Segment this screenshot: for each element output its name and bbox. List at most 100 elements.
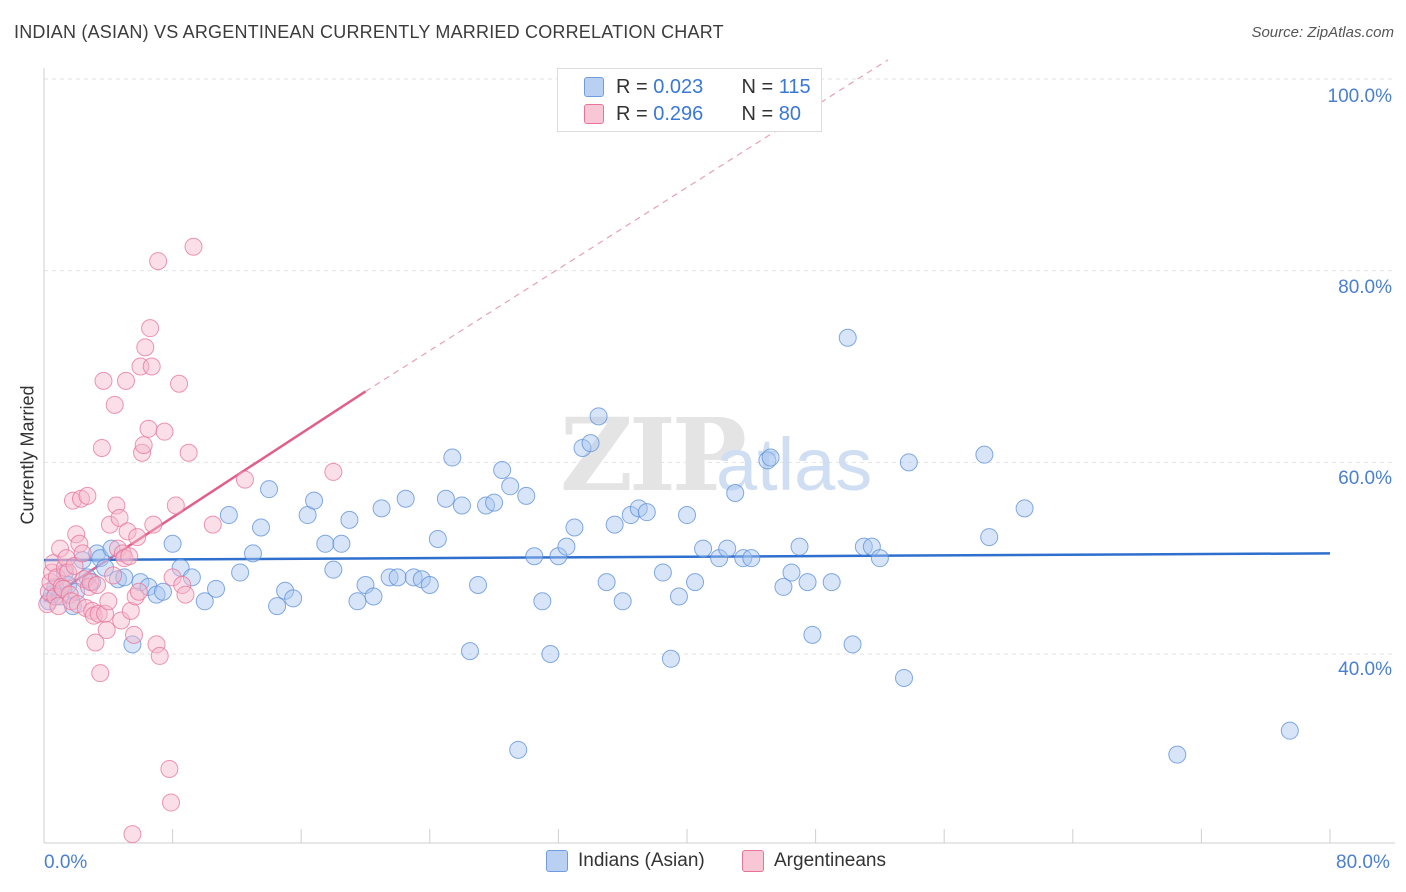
indians-point <box>533 592 552 611</box>
argentineans-point <box>125 625 144 644</box>
indians-point <box>493 461 512 479</box>
indians-point <box>975 445 994 464</box>
argentineans-point <box>105 395 124 414</box>
argentineans-point <box>155 422 174 441</box>
chart-title: INDIAN (ASIAN) VS ARGENTINEAN CURRENTLY … <box>14 22 724 42</box>
argentineans-point <box>163 568 182 587</box>
indians-point <box>102 539 121 558</box>
indians-point <box>589 407 608 426</box>
blue-swatch <box>546 850 568 872</box>
indians-point <box>443 448 462 467</box>
indians-point <box>396 489 415 508</box>
argentineans-point <box>70 534 89 553</box>
indians-point <box>509 740 528 759</box>
indians-point <box>243 544 262 563</box>
indians-point <box>761 448 780 467</box>
indians-point <box>428 530 447 548</box>
legend-item-argentineans[interactable]: Argentineans <box>742 850 886 872</box>
indians-point <box>726 484 745 502</box>
indians-point <box>195 592 214 611</box>
y-tick-40: 40.0% <box>1338 659 1392 680</box>
argentineans-point <box>173 576 192 594</box>
indians-point <box>581 434 600 453</box>
argentineans-point <box>110 508 129 527</box>
indians-point <box>78 568 97 587</box>
n-value: 115 <box>778 75 811 98</box>
indians-point <box>316 534 335 553</box>
argentineans-point <box>150 646 169 665</box>
argentineans-point <box>118 522 137 541</box>
indians-point <box>870 549 889 568</box>
r-label: R = <box>616 75 648 98</box>
x-tick-right: 80.0% <box>1336 852 1390 873</box>
indians-point <box>485 493 504 512</box>
argentineans-point <box>99 592 118 611</box>
indians-point <box>525 547 544 566</box>
indians-point <box>678 506 696 525</box>
indians-point <box>153 582 172 601</box>
argentineans-point <box>67 525 86 544</box>
blue-swatch <box>584 77 604 97</box>
indians-point <box>388 568 407 587</box>
indians-point <box>332 534 351 553</box>
indians-point <box>88 544 107 563</box>
argentineans-point <box>59 563 78 582</box>
argentineans-point <box>112 611 131 630</box>
indians-point <box>469 576 488 594</box>
argentineans-point <box>160 760 179 778</box>
argentineans-point <box>126 587 145 606</box>
indians-point <box>843 635 862 654</box>
indians-point <box>1168 745 1187 764</box>
indians-point <box>364 587 383 606</box>
argentineans-point <box>176 585 195 604</box>
indians-point <box>219 506 238 525</box>
argentineans-point <box>91 664 110 683</box>
indians-point <box>420 576 439 594</box>
argentineans-point <box>133 443 152 462</box>
n-label: N = <box>741 75 774 98</box>
indians-point <box>597 573 616 592</box>
argentineans-point <box>123 825 142 844</box>
indians-point <box>501 477 520 496</box>
indians-point <box>207 579 226 598</box>
indians-point <box>669 587 688 606</box>
legend-item-indians[interactable]: Indians (Asian) <box>546 850 705 872</box>
argentineans-point <box>121 601 140 620</box>
watermark-atlas: atlas <box>716 423 872 506</box>
argentineans-trend-extension <box>365 59 889 392</box>
indians-point <box>798 573 817 592</box>
argentineans-point <box>100 515 119 534</box>
indians-point <box>284 589 303 608</box>
indians-point <box>803 625 822 644</box>
indians-point <box>758 451 777 470</box>
pink-swatch <box>742 850 764 872</box>
indians-point <box>565 518 584 537</box>
indians-point <box>182 568 201 587</box>
n-value: 80 <box>778 102 801 125</box>
indians-point <box>895 668 914 687</box>
argentineans-point <box>128 528 147 547</box>
indians-point <box>340 510 359 529</box>
argentineans-point <box>86 633 105 652</box>
indians-point <box>452 496 471 515</box>
argentineans-point <box>88 576 107 594</box>
indians-point <box>637 503 656 522</box>
indians-point <box>742 549 761 568</box>
indians-point <box>305 491 324 510</box>
indians-point <box>541 645 560 663</box>
argentineans-point <box>136 338 155 357</box>
data-points <box>38 237 1299 844</box>
argentineans-point <box>94 371 113 390</box>
argentineans-point <box>147 635 166 654</box>
argentineans-point <box>97 621 116 640</box>
argentineans-point <box>166 496 185 515</box>
y-tick-60: 60.0% <box>1338 468 1392 489</box>
x-tick-left: 0.0% <box>44 852 88 873</box>
indians-point <box>1280 721 1299 740</box>
indians-point <box>774 577 793 596</box>
argentineans-point <box>116 371 135 390</box>
argentineans-point <box>73 544 92 563</box>
legend-label-indians: Indians (Asian) <box>578 850 705 871</box>
argentineans-point <box>149 252 168 271</box>
